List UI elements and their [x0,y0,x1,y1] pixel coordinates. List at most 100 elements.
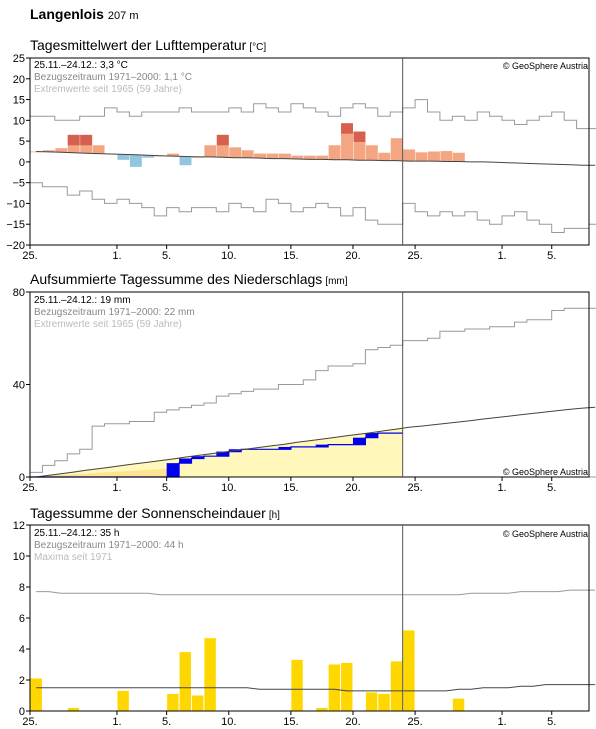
precipitation-info-reference: Bezugszeitraum 1971–2000: 22 mm [34,307,195,318]
temperature-record-min-line [30,182,596,233]
temperature-ytick-label: −10 [6,198,25,210]
temperature-anomaly-bar [378,152,391,161]
sunshine-ytick-label: 10 [13,551,25,563]
temperature-ytick-label: 0 [19,157,25,169]
sunshine-ytick-label: 0 [19,706,25,718]
temperature-info-extremes: Extremwerte seit 1965 (59 Jahre) [34,84,182,95]
temperature-ytick-label: 5 [19,136,25,148]
temperature-xtick-label: 25. [407,250,422,262]
sunshine-ytick-label: 8 [19,582,25,594]
sunshine-bar [365,692,378,711]
temperature-anomaly-bar [179,156,192,166]
temperature-anomaly-bar [216,134,229,158]
temperature-anomaly-bar [316,155,329,160]
temperature-anomaly-bar [428,151,440,162]
temperature-anomaly-bar [341,123,353,160]
temperature-title-text: Tagesmittelwert der Lufttemperatur [30,37,247,53]
sunshine-xtick-label: 1. [112,716,121,728]
temperature-high-segment [341,123,353,134]
sunshine-xtick-label: 1. [497,716,506,728]
sunshine-unit: [h] [268,510,280,521]
temperature-high-segment [80,134,93,146]
temperature-info: 25.11.–24.12.: 3,3 °C Bezugszeitraum 197… [34,60,192,96]
temperature-xtick-label: 20. [345,250,360,262]
precipitation-unit: [mm] [325,276,348,287]
precipitation-copyright: © GeoSphere Austria [502,467,588,477]
sunshine-bar [204,638,216,711]
temperature-anomaly-bar [266,153,279,159]
temperature-anomaly-bar [55,148,68,153]
sunshine-chart-title: Tagessumme der Sonnenscheindauer [h] [30,505,280,521]
sunshine-bar [452,698,465,711]
precipitation-info-period: 25.11.–24.12.: 19 mm [34,295,131,306]
sunshine-bar [30,678,42,711]
sunshine-title-text: Tagessumme der Sonnenscheindauer [30,505,266,521]
precipitation-ytick-label: 0 [19,472,25,484]
temperature-xtick-label: 25. [22,250,37,262]
precipitation-xtick-label: 1. [497,482,506,494]
sunshine-xtick-label: 5. [162,716,171,728]
precipitation-info-extremes: Extremwerte seit 1965 (59 Jahre) [34,319,182,330]
temperature-anomaly-bar [254,153,267,159]
sunshine-xtick-label: 10. [221,716,236,728]
temperature-unit: [°C] [249,42,267,53]
temperature-ytick-label: 10 [13,115,25,127]
sunshine-bar [316,707,328,711]
temperature-frame [29,57,590,246]
precipitation-xtick-label: 5. [162,482,171,494]
temperature-ytick-label: −20 [6,240,25,252]
precipitation-xtick-label: 15. [283,482,298,494]
temperature-anomaly-bar [452,152,465,162]
temperature-anomaly-bar [204,145,217,157]
temperature-xtick-label: 5. [547,250,556,262]
sunshine-bar [291,659,303,711]
precipitation-increase-bar [315,444,329,447]
precipitation-increase-bar [365,433,378,438]
sunshine-ytick-label: 12 [13,520,25,532]
precipitation-ytick-label: 80 [13,287,25,299]
temperature-anomaly-bar [229,147,242,158]
precipitation-ytick-label: 40 [13,380,25,392]
temperature-high-segment [353,131,366,142]
precipitation-chart-title: Aufsummierte Tagessumme des Niederschlag… [30,271,348,287]
temperature-record-max-line [30,99,596,130]
temperature-info-period: 25.11.–24.12.: 3,3 °C [34,60,128,71]
precipitation-increase-bar [191,456,204,459]
sunshine-bar [328,664,341,711]
sunshine-info-reference: Bezugszeitraum 1971–2000: 44 h [34,540,184,551]
sunshine-xtick-label: 5. [547,716,556,728]
station-header: Langenlois 207 m [30,6,138,22]
sunshine-bar [390,661,403,711]
sunshine-ytick-label: 4 [19,644,25,656]
precipitation-xtick-label: 10. [221,482,236,494]
temperature-ytick-label: 15 [13,95,25,107]
temperature-anomaly-bar [403,149,416,162]
sunshine-bar [378,693,390,711]
sunshine-bar [167,693,179,711]
temperature-anomaly-bar [353,131,366,161]
precipitation-xtick-label: 5. [547,482,556,494]
temperature-xtick-label: 1. [497,250,506,262]
temperature-high-segment [67,134,80,146]
precipitation-reference-line [36,406,596,478]
temperature-xtick-label: 5. [162,250,171,262]
temperature-anomaly-bar [167,153,180,157]
sunshine-ytick-label: 2 [19,675,25,687]
station-name: Langenlois [30,6,104,22]
sunshine-reference-line [36,684,596,692]
sunshine-xtick-label: 25. [407,716,422,728]
sunshine-bar [67,707,80,711]
precipitation-xtick-label: 20. [345,482,360,494]
sunshine-bar [179,652,191,711]
precipitation-title-text: Aufsummierte Tagessumme des Niederschlag… [30,271,323,287]
temperature-info-reference: Bezugszeitraum 1971–2000: 1,1 °C [34,72,192,83]
temperature-anomaly-bar [42,150,55,152]
temperature-anomaly-bar [278,153,291,159]
precipitation-xtick-label: 25. [407,482,422,494]
sunshine-bar [403,630,415,711]
sunshine-xtick-label: 15. [283,716,298,728]
